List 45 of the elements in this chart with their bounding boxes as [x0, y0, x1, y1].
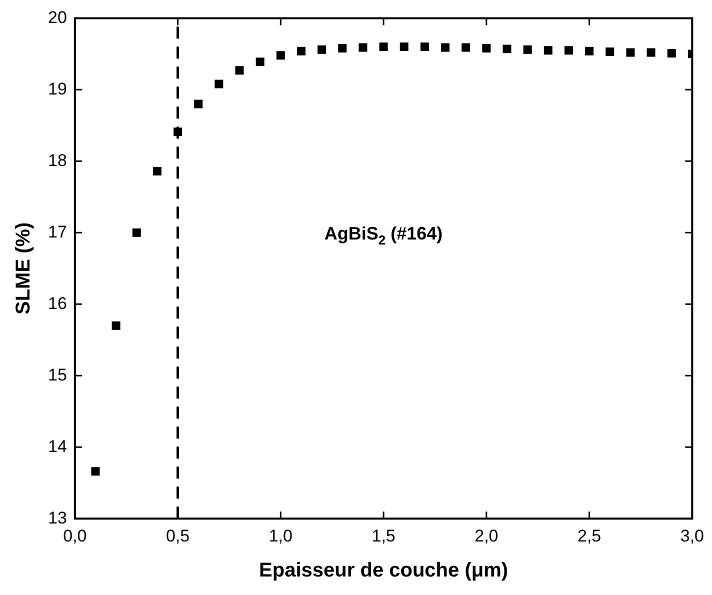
point	[276, 51, 285, 60]
x-tick-label: 0,5	[166, 526, 190, 546]
point	[420, 42, 429, 52]
point	[626, 48, 635, 57]
point	[379, 42, 388, 52]
y-tick-label: 17	[48, 222, 67, 242]
point	[523, 45, 532, 54]
point	[152, 166, 162, 176]
x-tick-label: 1,0	[268, 526, 292, 546]
x-tick-label: 3,0	[680, 526, 704, 546]
y-tick-label: 18	[48, 150, 67, 170]
point	[358, 43, 368, 52]
point	[338, 44, 347, 52]
x-axis-title: Epaisseur de couche (μm)	[259, 560, 508, 582]
point	[502, 44, 512, 54]
y-axis-title: SLME (%)	[12, 222, 35, 315]
x-tick-label: 2,0	[474, 526, 498, 546]
x-tick-label: 1,5	[372, 526, 396, 546]
y-tick-label: 16	[48, 294, 67, 313]
point	[91, 467, 100, 476]
x-tick-label: 2,5	[577, 526, 602, 546]
point	[606, 48, 614, 56]
point	[544, 46, 552, 55]
point	[667, 48, 676, 58]
point	[297, 46, 306, 56]
point	[318, 45, 326, 54]
point	[194, 100, 203, 108]
y-tick-label: 13	[48, 508, 67, 528]
point	[441, 43, 450, 52]
point	[646, 48, 656, 57]
y-tick-label: 20	[48, 8, 67, 27]
point	[585, 46, 594, 56]
point	[214, 80, 224, 88]
y-tick-label: 15	[48, 365, 67, 384]
x-tick-label: 0,0	[63, 526, 87, 546]
y-tick-label: 19	[48, 79, 67, 98]
point	[400, 42, 408, 52]
point	[564, 46, 573, 55]
point	[482, 44, 491, 52]
point	[112, 321, 120, 330]
point	[462, 43, 470, 52]
point	[235, 66, 244, 75]
y-tick-label: 14	[48, 436, 67, 456]
point	[256, 58, 264, 66]
point	[132, 228, 141, 237]
